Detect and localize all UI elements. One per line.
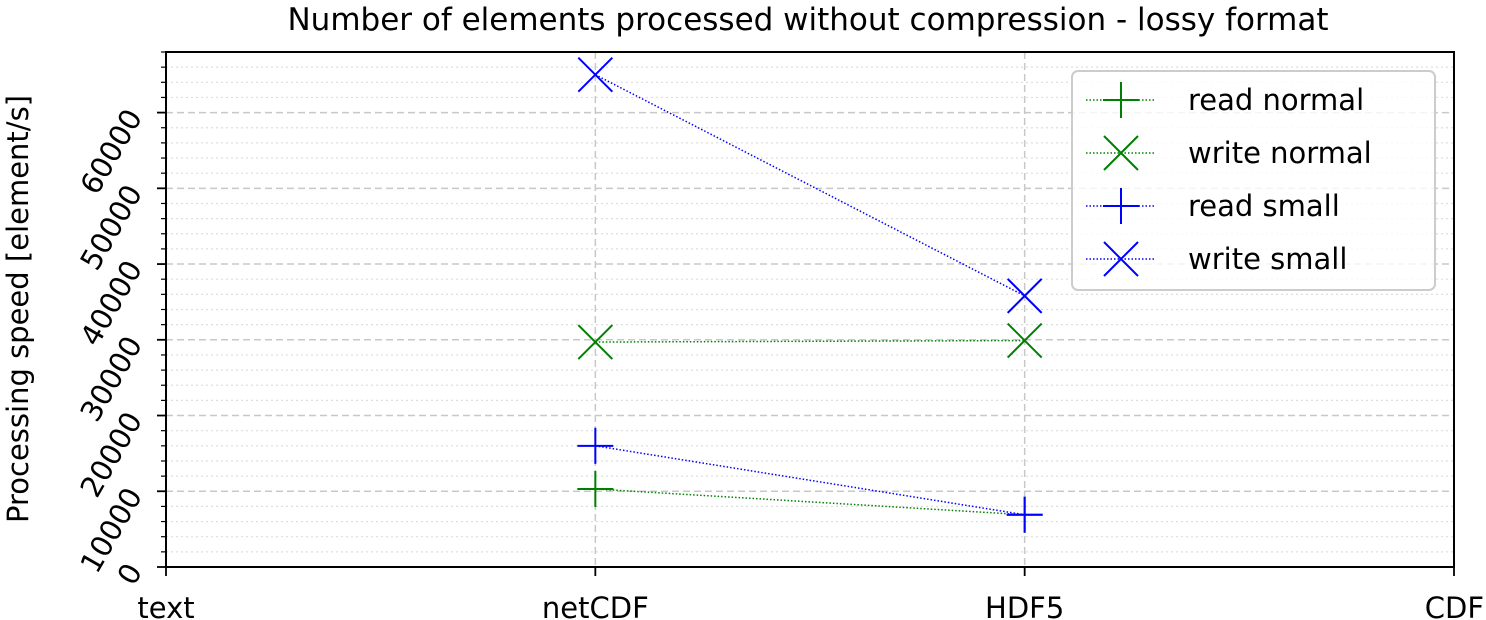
legend-item-write-normal: write normal xyxy=(1086,135,1372,171)
legend-label: write small xyxy=(1188,242,1347,276)
legend-item-write-small: write small xyxy=(1086,241,1347,277)
series-write-small xyxy=(577,57,1043,314)
legend: read normal write normal read small write s… xyxy=(1071,70,1436,291)
y-tick-label: 50000 xyxy=(73,179,149,276)
legend-marker xyxy=(1103,188,1139,224)
legend-marker xyxy=(1103,82,1139,118)
y-tick-label: 30000 xyxy=(73,330,149,427)
data-point-read-normal xyxy=(577,470,614,507)
legend-box xyxy=(1071,70,1436,291)
x-tick-label: netCDF xyxy=(542,591,649,620)
series-line-write-small xyxy=(594,74,1026,297)
series-line-write-normal xyxy=(595,339,1025,343)
x-tick-label: CDF xyxy=(1425,591,1484,620)
legend-label: read normal xyxy=(1188,83,1364,117)
y-tick-label: 20000 xyxy=(73,406,149,503)
x-tick-label: text xyxy=(137,591,194,620)
data-point-write-normal xyxy=(1006,322,1043,359)
y-tick-label: 0 xyxy=(110,558,149,591)
series-read-small xyxy=(577,427,1043,533)
y-axis-label: Processing speed [element/s] xyxy=(1,95,35,523)
y-tick-label: 40000 xyxy=(73,255,149,352)
series-layer xyxy=(577,57,1043,533)
legend-item-read-normal: read normal xyxy=(1086,82,1364,118)
data-point-write-small xyxy=(1006,278,1043,314)
y-tick-label: 60000 xyxy=(73,103,149,200)
x-tick-label: HDF5 xyxy=(985,591,1064,620)
series-line-read-small xyxy=(595,445,1025,516)
data-point-read-small xyxy=(577,427,614,464)
y-tick-label: 10000 xyxy=(73,482,149,579)
grid xyxy=(165,51,1455,568)
series-line-read-normal xyxy=(595,488,1025,516)
series-write-normal xyxy=(577,322,1043,360)
data-point-write-normal xyxy=(577,324,614,360)
chart-title: Number of elements processed without com… xyxy=(287,2,1328,38)
data-point-read-small xyxy=(1006,496,1043,533)
legend-item-read-small: read small xyxy=(1086,188,1340,224)
legend-label: write normal xyxy=(1188,136,1372,170)
legend-marker xyxy=(1103,241,1139,277)
legend-marker xyxy=(1103,135,1139,171)
legend-label: read small xyxy=(1188,189,1340,223)
data-point-write-small xyxy=(577,57,614,93)
